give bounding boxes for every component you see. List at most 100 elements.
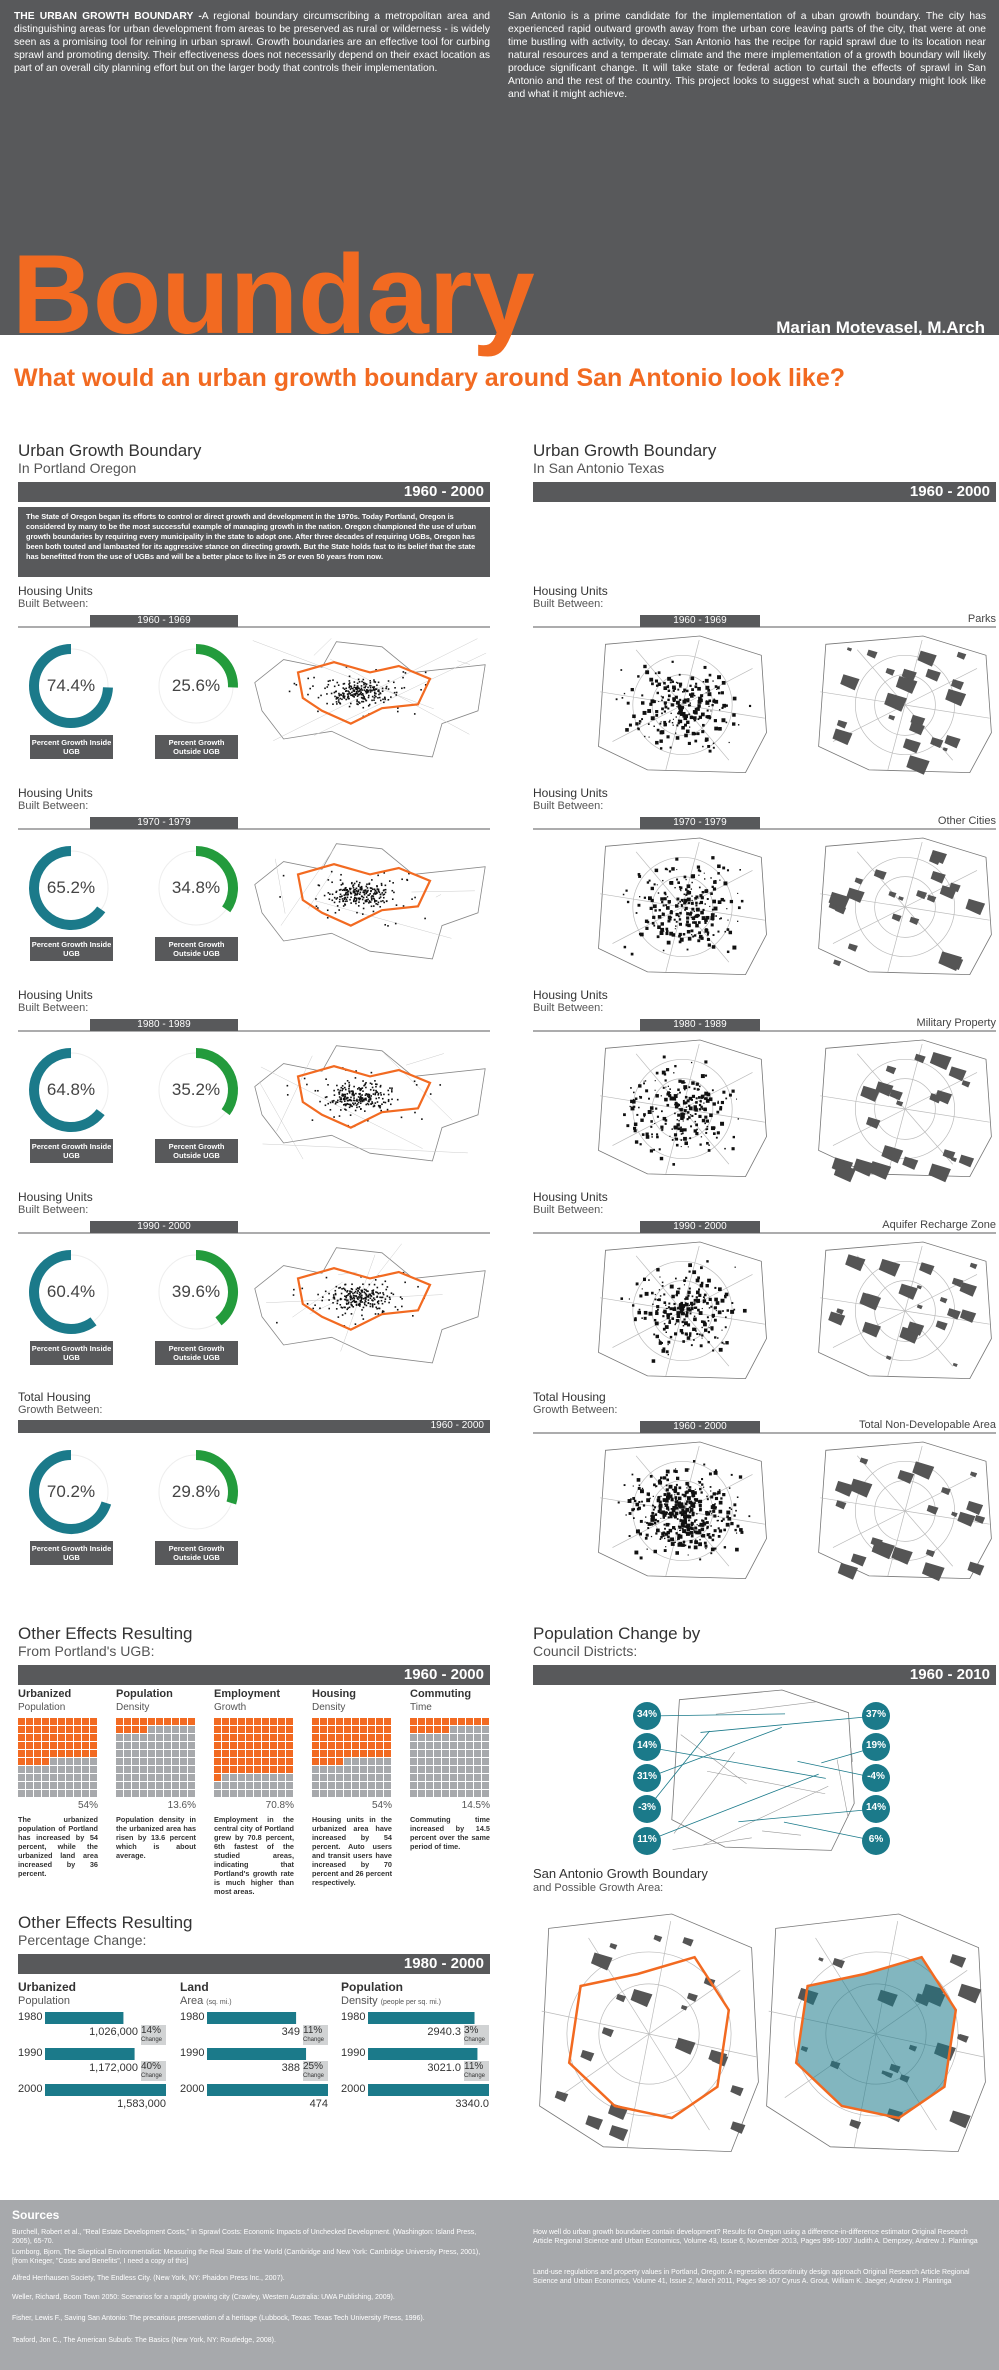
- map-dot: [630, 1099, 634, 1104]
- map-dot: [625, 889, 628, 892]
- map-dot: [669, 911, 673, 915]
- waffle-cell: [450, 1726, 457, 1733]
- waffle-cell: [312, 1718, 319, 1725]
- change-word: Change: [141, 2037, 163, 2043]
- map-patch: [916, 890, 928, 900]
- map-dot: [369, 1293, 372, 1296]
- map-dot: [643, 1080, 645, 1082]
- map-dot: [375, 688, 378, 690]
- waffle-cell: [410, 1766, 417, 1773]
- map-dot: [350, 1104, 352, 1106]
- waffle-cell: [344, 1790, 351, 1797]
- map-dot: [669, 1515, 673, 1519]
- map-dot: [656, 1498, 661, 1503]
- waffle-cell: [172, 1726, 179, 1733]
- map-dot: [372, 1089, 375, 1092]
- map-dot: [676, 1106, 679, 1109]
- map-dot: [345, 1295, 347, 1298]
- waffle-cell: [336, 1766, 343, 1773]
- map-dot: [350, 887, 352, 890]
- map-dot: [682, 1312, 685, 1316]
- map-dot: [368, 1283, 371, 1286]
- map-dot: [355, 893, 358, 896]
- map-dot: [718, 686, 720, 688]
- map-dot: [370, 889, 372, 892]
- waffle-cell: [50, 1790, 57, 1797]
- map-dot: [686, 1118, 689, 1121]
- map-dot: [710, 892, 713, 895]
- map-dot: [660, 1535, 663, 1539]
- map-dot: [363, 889, 365, 892]
- waffle-cell: [320, 1758, 327, 1765]
- item-value: 70.8%: [265, 1800, 294, 1811]
- map-dot: [629, 1105, 631, 1108]
- map-dot: [356, 1088, 359, 1090]
- section-title: San Antonio Growth Boundary: [533, 1866, 708, 1881]
- waffle-cell: [124, 1718, 131, 1725]
- waffle-cell: [474, 1790, 481, 1797]
- map-dot: [376, 885, 378, 888]
- map-dot: [333, 901, 336, 904]
- map-dot: [384, 1300, 386, 1303]
- waffle-cell: [312, 1782, 319, 1789]
- map-dot: [701, 1334, 704, 1337]
- map-dot: [684, 1101, 688, 1105]
- map-dot: [660, 1341, 663, 1344]
- map-dot: [335, 696, 338, 699]
- waffle-cell: [254, 1758, 261, 1765]
- waffle-cell: [458, 1750, 465, 1757]
- map-dot: [663, 891, 667, 895]
- waffle-cell: [34, 1774, 41, 1781]
- map-dot: [694, 1112, 697, 1115]
- waffle-cell: [410, 1774, 417, 1781]
- map-dot: [367, 705, 370, 707]
- waffle-cell: [458, 1766, 465, 1773]
- map-dot: [402, 1271, 405, 1274]
- map-dot: [349, 1295, 352, 1297]
- map-dot: [354, 897, 356, 899]
- map-dot: [680, 889, 682, 892]
- map-road: [258, 1081, 304, 1160]
- map-dot: [662, 879, 664, 882]
- map-dot: [382, 1101, 385, 1104]
- map-dot: [367, 1290, 369, 1293]
- year-label: 1980: [180, 2011, 205, 2023]
- map-dot: [679, 713, 683, 716]
- map-road: [329, 658, 470, 735]
- waffle-cell: [50, 1758, 57, 1765]
- map-dot: [728, 930, 733, 935]
- map-patch: [835, 1500, 847, 1510]
- waffle-cell: [254, 1718, 261, 1725]
- map-dot: [694, 1502, 696, 1504]
- map-road: [887, 704, 906, 771]
- panel-subheading: Built Between:: [533, 1204, 604, 1216]
- map-dot: [690, 1344, 693, 1347]
- map-dot: [659, 1538, 662, 1540]
- map-patch: [898, 1283, 918, 1300]
- map-dot: [365, 896, 368, 898]
- waffle-cell: [246, 1782, 253, 1789]
- map-dot: [375, 1085, 377, 1088]
- map-dot: [698, 1288, 701, 1291]
- map-dot: [715, 915, 717, 917]
- map-dot: [679, 900, 682, 903]
- map-dot: [641, 1500, 643, 1503]
- waffle-cell: [90, 1726, 97, 1733]
- map-dot: [352, 890, 355, 892]
- waffle-cell: [384, 1742, 391, 1749]
- map-dot: [332, 1297, 335, 1299]
- ugb-outline: [296, 1267, 432, 1331]
- waffle-cell: [18, 1742, 25, 1749]
- map-dot: [660, 1095, 662, 1097]
- donut-value: 60.4%: [46, 1282, 96, 1301]
- map-patch: [849, 2119, 862, 2130]
- map-dot: [680, 1139, 683, 1141]
- map-dot: [713, 1514, 717, 1518]
- map-dot: [652, 1523, 654, 1525]
- bar-value: 2940.3: [427, 2026, 461, 2038]
- map-dot: [707, 692, 712, 697]
- map-dot: [352, 1292, 354, 1295]
- map-dot: [696, 1332, 699, 1336]
- section-subtitle: In Portland Oregon: [18, 460, 137, 476]
- waffle-cell: [482, 1790, 489, 1797]
